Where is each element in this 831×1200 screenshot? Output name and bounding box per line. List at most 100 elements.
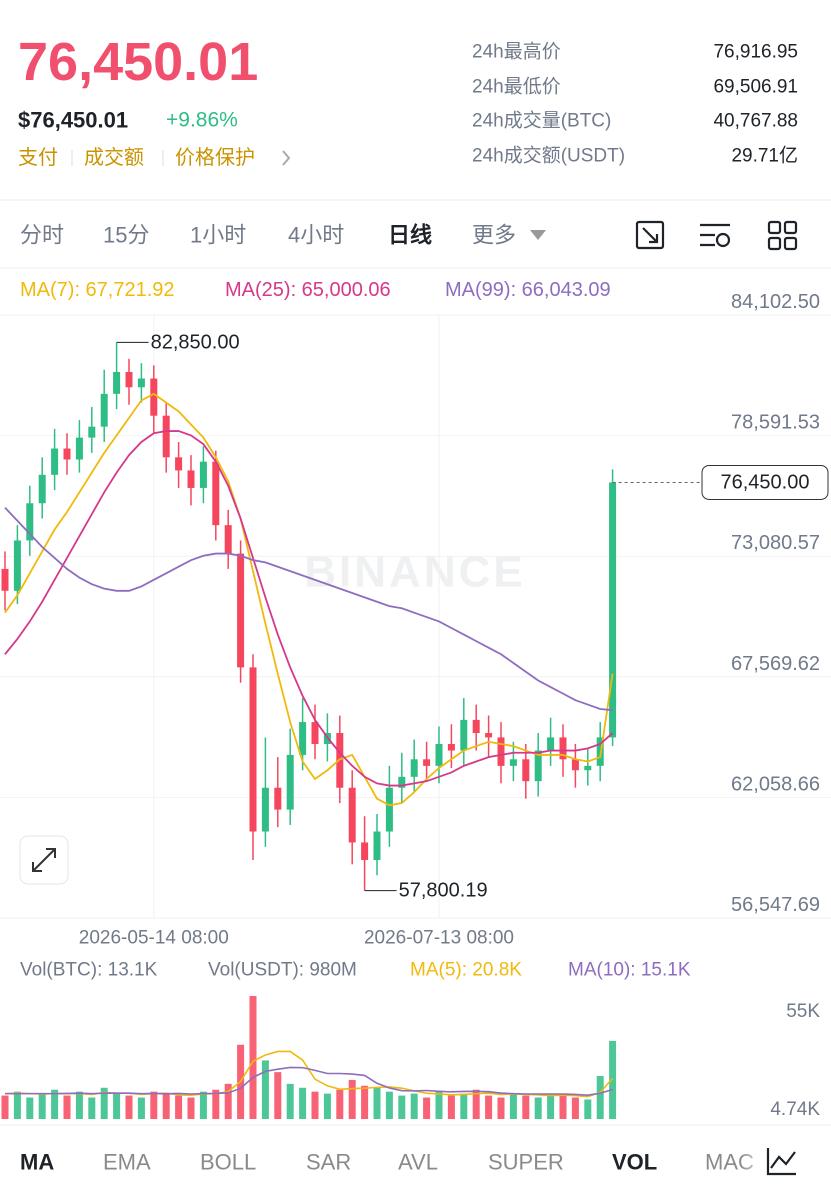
tag[interactable]: 成交额 (84, 146, 144, 169)
timeframes: 分时 15分 1小时 4小时 日线 更多 (20, 223, 516, 248)
chevron (282, 150, 291, 166)
legend-entry: MA(5): 20.8K (410, 960, 522, 981)
candle-body (137, 378, 145, 388)
y-tick-label: 4.74K (770, 1099, 820, 1120)
timeframe-tab[interactable]: 日线 (388, 223, 432, 248)
timeframe-tab[interactable]: 4小时 (288, 223, 344, 248)
candle-body (299, 722, 307, 755)
indicator-tab[interactable]: VOL (612, 1150, 657, 1175)
timeframe-tab[interactable]: 更多 (472, 223, 516, 248)
dropdown-arrow (530, 230, 546, 240)
watermark: BINANCE (304, 548, 525, 597)
volume-bar (410, 1093, 418, 1119)
timeframe-tab[interactable]: 15分 (103, 223, 149, 248)
candle-body (13, 540, 21, 591)
volume-bar (348, 1079, 356, 1119)
indicator-tab[interactable]: AVL (398, 1150, 438, 1175)
volume-bar (38, 1093, 46, 1119)
candle-body (348, 787, 356, 843)
candle-body (162, 415, 170, 458)
candle-body (522, 759, 530, 782)
y-tick-label: 73,080.57 (731, 532, 820, 554)
volume-bar (137, 1097, 145, 1119)
legend-entry: MA(99): 66,043.09 (445, 279, 611, 301)
volume-bar (162, 1093, 170, 1119)
candle-body (187, 470, 195, 488)
volume-bar (224, 1083, 232, 1119)
icon-layout[interactable] (767, 220, 798, 251)
candle-body (100, 393, 108, 427)
volume-bar (584, 1099, 592, 1119)
candle-body (485, 733, 493, 738)
candle-body (311, 722, 319, 744)
volume-bar (485, 1095, 493, 1119)
volume-bar (385, 1091, 393, 1119)
volume-bar (100, 1087, 108, 1119)
indicator-tab[interactable]: MA (20, 1150, 54, 1175)
y-tick-label: 55K (786, 1001, 820, 1022)
icon-part (767, 220, 782, 235)
volume-bar (199, 1091, 207, 1119)
candle-body (175, 457, 183, 471)
vol-ma-line (5, 1066, 613, 1096)
icon-fullscreen[interactable] (635, 220, 665, 250)
stat-label: 24h最高价 (472, 41, 561, 63)
icon-part (715, 232, 731, 248)
vol-legend: Vol(USDT): 980M (208, 960, 357, 981)
indicator-tab[interactable]: SUPER (488, 1150, 564, 1175)
x-tick-label: 2026-07-13 08:00 (364, 928, 514, 949)
candle-body (1, 568, 9, 591)
stat-label: 24h成交量(BTC) (472, 110, 611, 132)
volume-bar (187, 1097, 195, 1119)
candle-body (88, 426, 96, 438)
volume-bar (274, 1072, 282, 1119)
last-price: 76,450.01 (18, 32, 258, 92)
timeframe-tab[interactable]: 分时 (20, 223, 64, 248)
indicator-tab[interactable]: BOLL (200, 1150, 256, 1175)
volume-bar (398, 1095, 406, 1119)
icon-indicator[interactable] (766, 1148, 796, 1176)
volume-bar (88, 1097, 96, 1119)
volume-bar (472, 1089, 480, 1119)
icon-part (635, 220, 665, 250)
volume-bar (26, 1097, 34, 1119)
volume-bar (447, 1095, 455, 1119)
volume-bar (609, 1040, 617, 1119)
candle-body (63, 448, 71, 460)
volume-bar (571, 1097, 579, 1119)
indicator-tab[interactable]: EMA (103, 1150, 151, 1175)
tag[interactable]: 价格保护 (175, 146, 255, 169)
candle-body (286, 754, 294, 810)
volume-bar (323, 1093, 331, 1119)
button-icon (32, 848, 56, 872)
volume-bar (286, 1083, 294, 1119)
icon-part (783, 220, 798, 235)
icon-part (766, 1148, 796, 1176)
volume-bar (51, 1089, 59, 1119)
indicator-tab[interactable]: SAR (306, 1150, 351, 1175)
icon-settings[interactable] (700, 223, 731, 248)
candle-body (113, 371, 121, 394)
tag[interactable]: 支付 (18, 146, 58, 169)
volume-chart: Vol(BTC): 13.1K Vol(USDT): 980M 55K 4.74K MA… (1, 960, 820, 1120)
volume-bar (547, 1093, 555, 1119)
volume-bar (63, 1095, 71, 1119)
indicators: MA EMA BOLL SAR AVL SUPER VOL MAC (20, 1150, 754, 1175)
candle-body (224, 525, 232, 554)
candle-body (497, 737, 505, 766)
y-tick-label: 67,569.62 (731, 653, 820, 675)
expand-button[interactable] (19, 835, 69, 885)
ma-line (4, 392, 614, 807)
volume-bar (596, 1076, 604, 1119)
volume-bar (497, 1097, 505, 1119)
candle-body (274, 787, 282, 810)
timeframe-tab[interactable]: 1小时 (190, 223, 246, 248)
icon-part (700, 223, 730, 247)
volume-bar (311, 1091, 319, 1119)
candle-body (237, 553, 245, 668)
candle-body (472, 719, 480, 734)
candle-body (534, 750, 542, 782)
candle-body (38, 474, 46, 504)
